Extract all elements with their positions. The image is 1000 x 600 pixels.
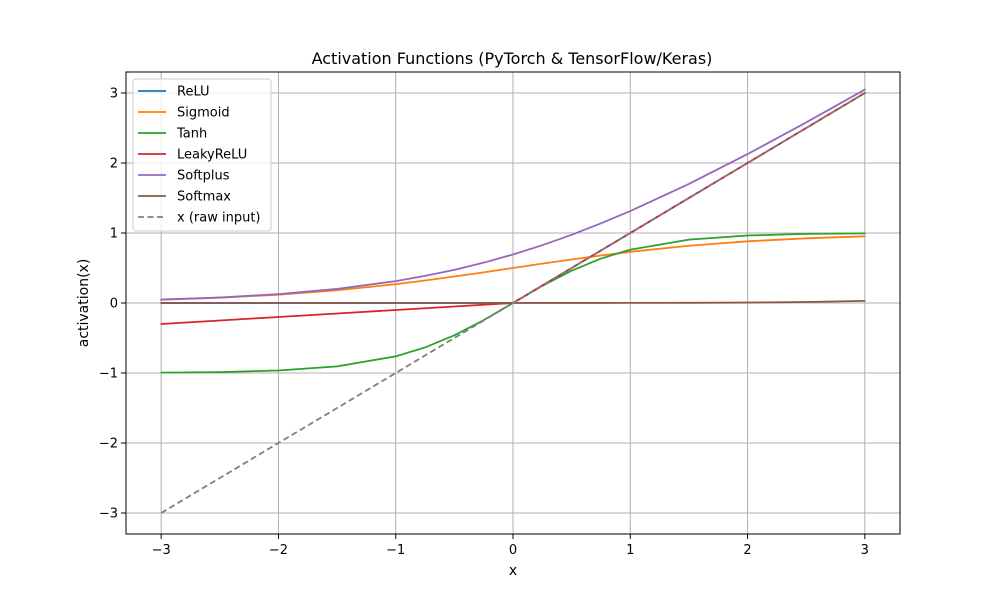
x-tick-label: 0 [509, 543, 517, 558]
legend-label: Softplus [177, 169, 230, 184]
y-axis-label: activation(x) [76, 259, 92, 348]
legend-box [132, 78, 272, 232]
series-line-x-raw-input [160, 92, 866, 514]
y-tick-label: 3 [110, 87, 118, 102]
legend-label: Softmax [177, 190, 231, 205]
legend-label: Sigmoid [177, 106, 230, 121]
y-tick-label: 0 [110, 297, 118, 312]
x-tick-label: −1 [386, 543, 405, 558]
y-tick-label: −3 [99, 507, 118, 522]
plot-lines [160, 88, 866, 514]
legend: ReLU Sigmoid Tanh LeakyReLU Softplus Softmax x… [132, 78, 272, 232]
series-line-softplus [160, 88, 866, 301]
x-axis-label: x [509, 563, 517, 579]
axis-ticks: −3 −2 −1 0 1 2 3 −3 −2 −1 0 1 2 3 [99, 87, 869, 559]
legend-items: ReLU Sigmoid Tanh LeakyReLU Softplus Softmax x… [138, 85, 260, 226]
x-tick-label: 1 [626, 543, 634, 558]
legend-label: LeakyReLU [177, 148, 247, 163]
legend-label: ReLU [177, 85, 210, 100]
y-tick-label: −1 [99, 367, 118, 382]
y-tick-label: 1 [110, 227, 118, 242]
x-tick-label: 3 [861, 543, 869, 558]
y-tick-label: 2 [110, 157, 118, 172]
x-tick-label: 2 [743, 543, 751, 558]
legend-label: Tanh [176, 127, 207, 142]
chart-title: Activation Functions (PyTorch & TensorFl… [312, 49, 713, 68]
y-tick-label: −2 [99, 437, 118, 452]
series-line-sigmoid [160, 235, 866, 301]
x-tick-label: −3 [152, 543, 171, 558]
legend-label: x (raw input) [177, 211, 260, 226]
x-tick-label: −2 [269, 543, 288, 558]
